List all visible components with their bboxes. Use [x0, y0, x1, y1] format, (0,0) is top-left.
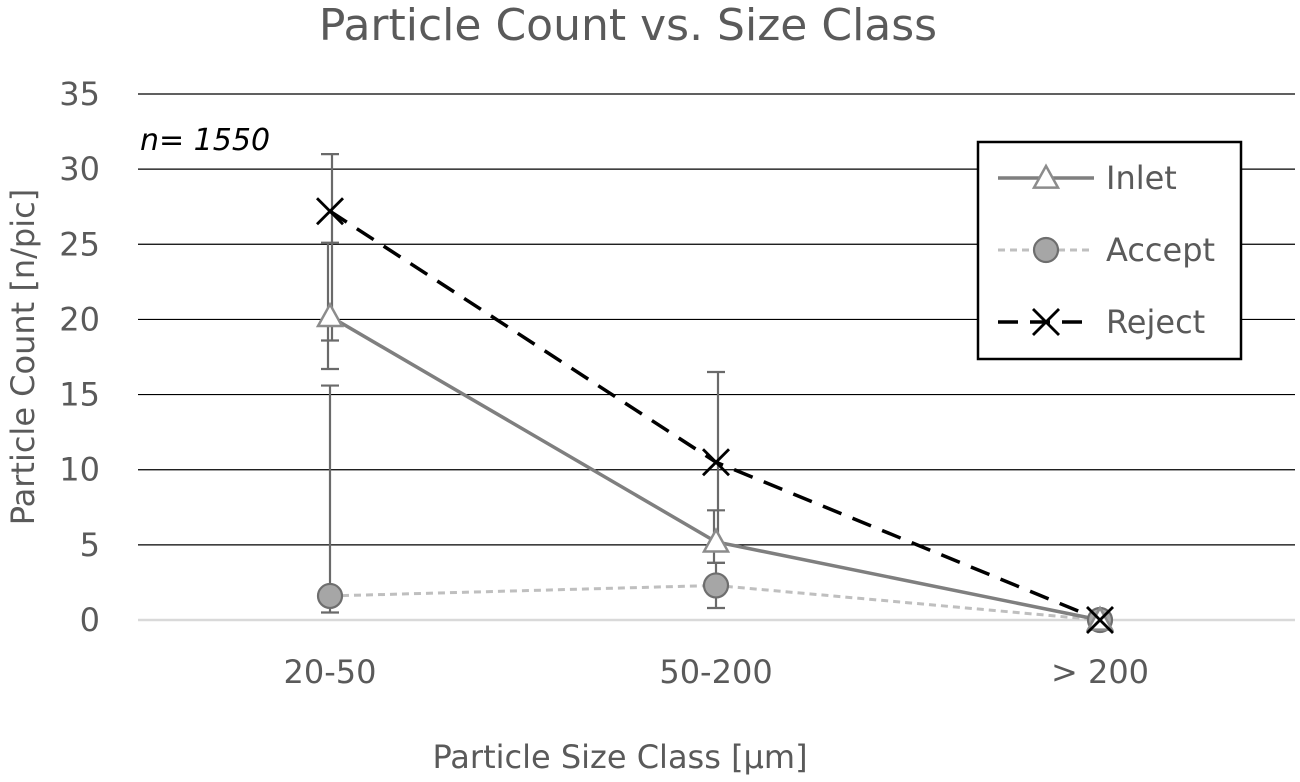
legend-marker [1032, 236, 1060, 264]
y-tick-label: 5 [80, 526, 100, 564]
y-tick-label: 10 [59, 451, 100, 489]
x-tick-label: 20-50 [284, 653, 377, 691]
marker-stroke [1086, 606, 1114, 634]
error-bars [321, 153, 725, 614]
sample-size-annotation: n= 1550 [140, 123, 270, 158]
y-axis-ticks: 0 5 10 15 20 25 30 35 [59, 75, 100, 639]
y-tick-label: 20 [59, 300, 100, 338]
legend-item-accept: Accept [998, 231, 1215, 269]
data-point-reject-2 [1086, 606, 1114, 634]
data-point-reject-1 [702, 448, 730, 477]
series-markers [315, 197, 1115, 634]
legend-items: Inlet Accept Reject [998, 159, 1215, 341]
error-bar-accept [321, 384, 339, 614]
legend-item-inlet: Inlet [998, 159, 1177, 197]
legend-label: Reject [1106, 303, 1205, 341]
data-point-inlet-1 [701, 527, 731, 553]
y-tick-label: 0 [80, 601, 100, 639]
data-point-inlet-0 [315, 301, 345, 328]
x-tick-label: 50-200 [659, 653, 772, 691]
y-axis-label: Particle Count [n/pic] [4, 189, 42, 525]
chart-title: Particle Count vs. Size Class [319, 0, 937, 51]
y-tick-label: 15 [59, 376, 100, 414]
legend-label: Accept [1106, 231, 1215, 269]
marker-stroke [702, 448, 730, 477]
y-tick-label: 30 [59, 150, 100, 188]
data-point-reject-0 [316, 197, 344, 226]
x-axis-label: Particle Size Class [µm] [432, 738, 807, 776]
legend-marker [1031, 163, 1061, 189]
data-point-accept-1 [702, 572, 730, 599]
legend-label: Inlet [1106, 159, 1177, 197]
marker-stroke [1032, 308, 1060, 336]
y-tick-label: 35 [59, 75, 100, 113]
marker-stroke [316, 197, 344, 226]
legend: Inlet Accept Reject [976, 140, 1243, 361]
legend-item-reject: Reject [998, 303, 1205, 341]
x-tick-label: > 200 [1051, 653, 1149, 691]
legend-marker [1032, 308, 1060, 336]
data-point-accept-0 [316, 582, 344, 610]
x-axis-ticks: 20-50 50-200 > 200 [284, 653, 1150, 691]
y-tick-label: 25 [59, 225, 100, 263]
